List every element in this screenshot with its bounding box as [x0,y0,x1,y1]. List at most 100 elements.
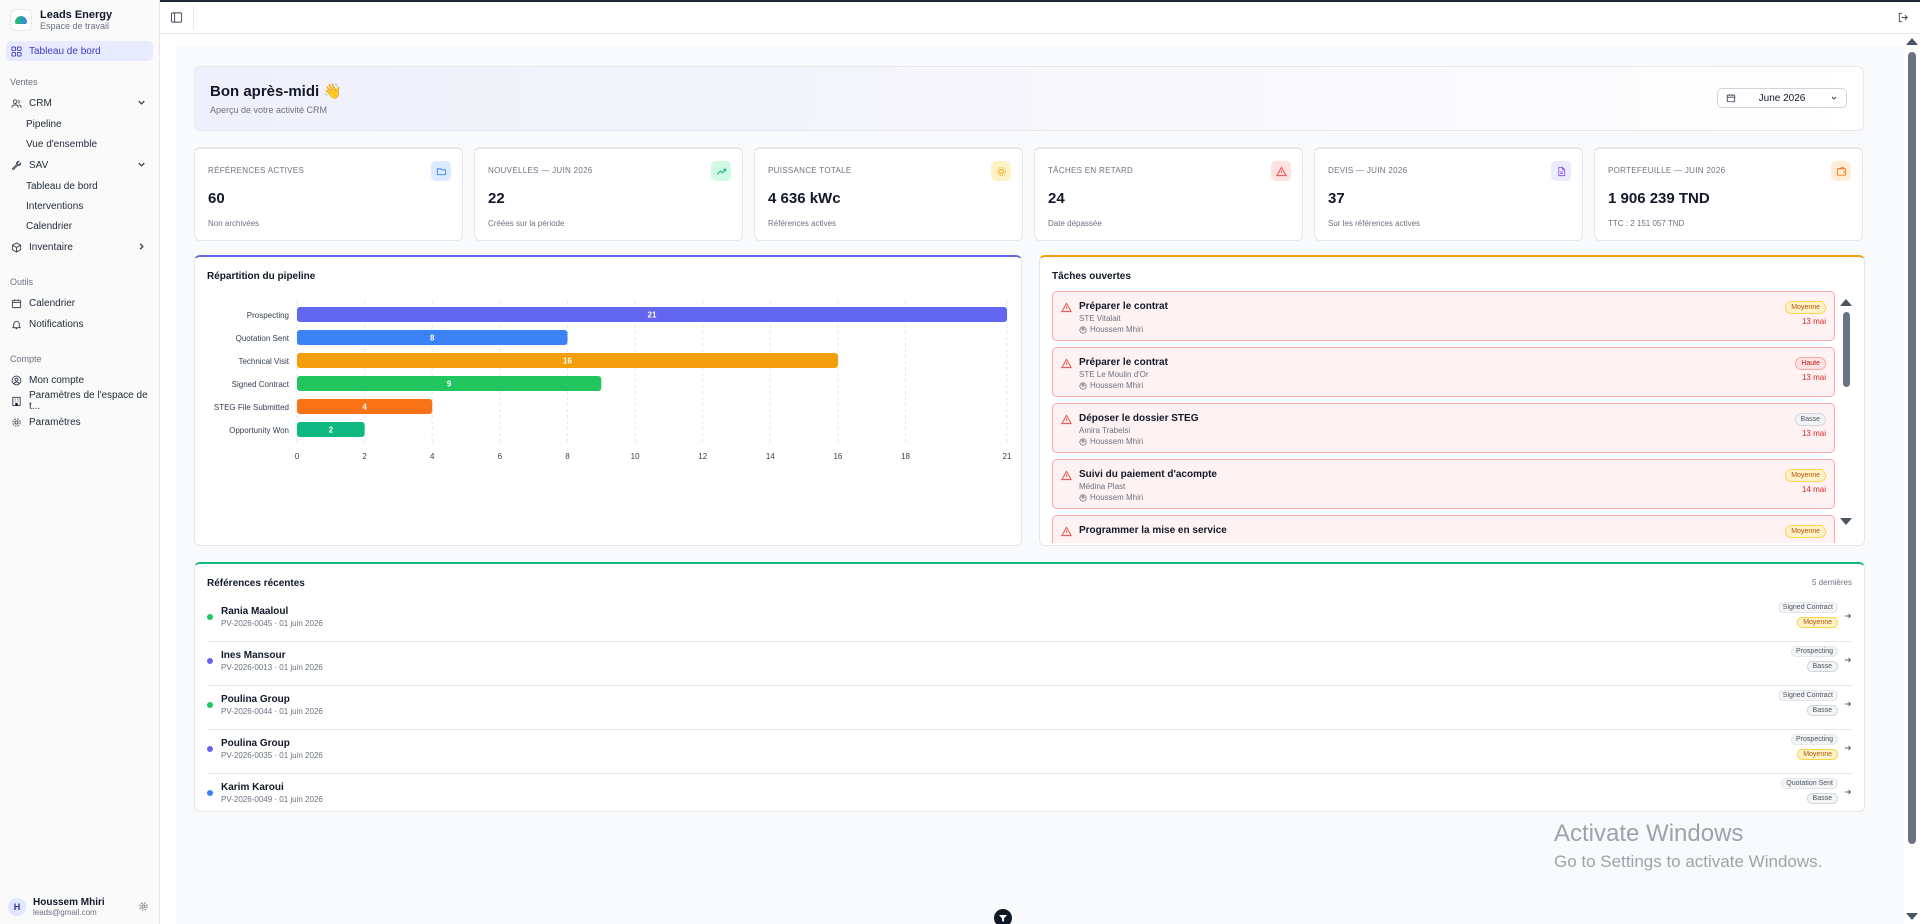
arrow-right-icon[interactable] [1844,700,1852,708]
scroll-down-arrow[interactable] [1840,518,1852,525]
reference-name: Poulina Group [221,738,290,749]
reference-row[interactable]: Poulina Group PV-2026-0035 · 01 juin 202… [207,730,1852,774]
page-scrollbar[interactable] [1904,34,1920,924]
sidebar-item-inventaire[interactable]: Inventaire [6,237,153,257]
scroll-up-arrow[interactable] [1906,38,1918,45]
dashboard-icon [11,45,22,57]
bar-quotation-sent [297,330,568,345]
user-menu[interactable]: H Houssem Mhiri leads@gmail.com [0,890,159,924]
chevron-down-icon [138,100,145,105]
priority-badge: Moyenne [1797,749,1838,760]
kpi-card-quotes[interactable]: DEVIS — JUIN 2026 37 Sur les références … [1314,147,1583,241]
task-item[interactable]: Préparer le contrat STE Vitalait Houssem… [1052,291,1835,341]
task-item[interactable]: Déposer le dossier STEG Amira Trabelsi H… [1052,403,1835,453]
chevron-right-icon [139,243,144,250]
calendar-icon [1726,94,1736,103]
task-item[interactable]: Programmer la mise en service Moyenne [1052,515,1835,543]
sidebar-item-settings[interactable]: Paramètres [6,412,153,432]
scroll-down-arrow[interactable] [1906,913,1918,920]
kpi-label: NOUVELLES — JUIN 2026 [488,166,593,175]
sidebar-item-workspace-settings[interactable]: Paramètres de l'espace de t... [6,390,153,412]
task-title: Programmer la mise en service [1079,525,1227,536]
sidebar-subitem-pipeline[interactable]: Pipeline [26,118,62,130]
user-circle-icon [1079,493,1087,502]
month-selector[interactable]: June 2026 [1717,88,1847,108]
sidebar-subitem-sav-dashboard[interactable]: Tableau de bord [26,180,98,192]
kpi-card-portfolio[interactable]: PORTEFEUILLE — JUIN 2026 1 906 239 TND T… [1594,147,1863,241]
recent-count: 5 dernières [1811,578,1852,587]
arrow-right-icon[interactable] [1844,744,1852,752]
bar-value-label: 21 [648,311,657,320]
wallet-icon [1831,161,1851,181]
priority-badge: Moyenne [1785,525,1826,538]
month-selector-value: June 2026 [1758,92,1806,104]
kpi-card-power[interactable]: PUISSANCE TOTALE 4 636 kWc Références ac… [754,147,1023,241]
pipeline-title: Répartition du pipeline [207,271,316,282]
reference-name: Rania Maaloul [221,606,289,617]
kpi-label: RÉFÉRENCES ACTIVES [208,166,305,175]
priority-badge: Moyenne [1785,469,1826,482]
sidebar-subitem-overview[interactable]: Vue d'ensemble [26,138,98,150]
reference-row[interactable]: Rania Maaloul PV-2026-0045 · 01 juin 202… [207,598,1852,642]
kpi-card-active-refs[interactable]: RÉFÉRENCES ACTIVES 60 Non archivées [194,147,463,241]
scroll-up-arrow[interactable] [1840,299,1852,306]
sidebar-item-label: Calendrier [29,297,76,309]
gear-icon[interactable] [138,901,149,912]
kpi-card-late-tasks[interactable]: TÂCHES EN RETARD 24 Date dépassée [1034,147,1303,241]
task-due-date: 14 mai [1801,485,1826,494]
sidebar-subitem-calendar[interactable]: Calendrier [26,220,73,232]
chevron-down-icon [1831,96,1837,100]
task-item[interactable]: Préparer le contrat STE Le Moulin d'Or H… [1052,347,1835,397]
task-due-date: 13 mai [1801,317,1826,326]
sidebar-item-crm[interactable]: CRM [6,93,153,113]
reference-row[interactable]: Poulina Group PV-2026-0044 · 01 juin 202… [207,686,1852,730]
kpi-value: 37 [1328,190,1345,207]
stage-badge: Prospecting [1791,734,1838,745]
floating-menu-button[interactable] [994,909,1012,924]
task-title: Suivi du paiement d'acompte [1079,469,1217,480]
task-owner: Houssem Mhiri [1079,437,1143,446]
reference-row[interactable]: Karim Karoui PV-2026-0049 · 01 juin 2026… [207,774,1852,818]
sidebar-toggle-icon[interactable] [170,11,183,24]
sidebar-item-mon-compte[interactable]: Mon compte [6,370,153,390]
bar-technical-visit [297,353,838,368]
tasks-scrollbar[interactable] [1840,299,1852,525]
kpi-value: 1 906 239 TND [1608,190,1710,207]
stage-dot [207,746,213,752]
arrow-right-icon[interactable] [1844,656,1852,664]
sidebar-item-dashboard[interactable]: Tableau de bord [6,41,153,61]
logout-icon[interactable] [1897,11,1910,24]
sidebar-item-label: Mon compte [29,374,85,386]
arrow-right-icon[interactable] [1844,788,1852,796]
reference-row[interactable]: Ines Mansour PV-2026-0013 · 01 juin 2026… [207,642,1852,686]
task-title: Déposer le dossier STEG [1079,413,1199,424]
kpi-card-new[interactable]: NOUVELLES — JUIN 2026 22 Créées sur la p… [474,147,743,241]
tasks-title: Tâches ouvertes [1052,271,1131,282]
workspace-name: Leads Energy [40,8,113,21]
box-icon [11,241,22,253]
workspace-switcher[interactable]: Leads Energy Espace de travail [0,0,159,40]
priority-badge: Basse [1794,413,1826,426]
reference-meta: PV-2026-0049 · 01 juin 2026 [221,795,323,804]
stage-badge: Signed Contract [1777,690,1838,701]
scroll-thumb[interactable] [1843,312,1850,387]
tasks-list[interactable]: Préparer le contrat STE Vitalait Houssem… [1040,291,1864,543]
task-owner-name: Houssem Mhiri [1090,437,1144,446]
sidebar-item-sav[interactable]: SAV [6,155,153,175]
task-title: Préparer le contrat [1079,301,1168,312]
task-item[interactable]: Suivi du paiement d'acompte Médina Plast… [1052,459,1835,509]
arrow-right-icon[interactable] [1844,612,1852,620]
alert-icon [1061,414,1072,425]
x-tick-label: 12 [698,452,707,461]
chevron-down-icon [138,162,145,167]
task-owner-name: Houssem Mhiri [1090,493,1144,502]
task-client: STE Le Moulin d'Or [1079,370,1149,379]
x-tick-label: 6 [498,452,503,461]
sidebar-subitem-interventions[interactable]: Interventions [26,200,84,212]
sidebar-item-calendrier[interactable]: Calendrier [6,293,153,313]
trend-up-icon [711,161,731,181]
scroll-thumb[interactable] [1908,52,1916,844]
kpi-note: TTC : 2 151 057 TND [1608,219,1685,228]
reference-meta: PV-2026-0044 · 01 juin 2026 [221,707,323,716]
sidebar-item-notifications[interactable]: Notifications [6,314,153,334]
